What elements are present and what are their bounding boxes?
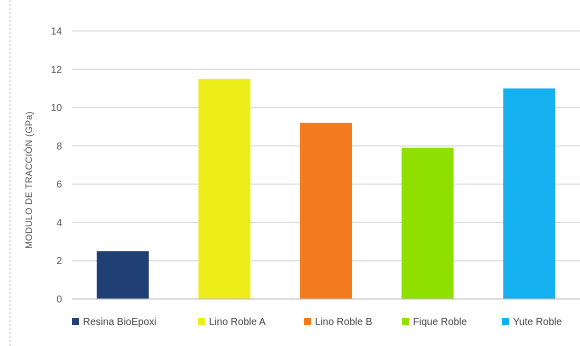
legend-label: Resina BioEpoxi [83, 317, 156, 328]
y-axis-ticks: 0 2 4 6 8 10 12 14 [51, 27, 63, 306]
bar-lino-roble-b [300, 122, 352, 299]
legend-swatch [502, 318, 509, 325]
legend: Resina BioEpoxi Lino Roble A Lino Roble B F… [72, 317, 562, 328]
legend-label: Fique Roble [413, 317, 467, 328]
legend-swatch [72, 318, 79, 325]
y-tick-label: 4 [56, 218, 62, 229]
legend-swatch [198, 318, 205, 325]
bar-lino-roble-a [198, 78, 251, 299]
bars [96, 78, 556, 299]
y-tick-label: 0 [56, 295, 62, 306]
legend-swatch [304, 318, 311, 325]
y-tick-label: 8 [56, 141, 62, 152]
bar-resina-bioepoxi [96, 251, 149, 299]
legend-label: Yute Roble [513, 317, 562, 328]
y-axis-label: MODULO DE TRACCIÓN (GPa) [24, 111, 34, 249]
y-tick-label: 14 [51, 27, 63, 38]
y-tick-label: 2 [56, 256, 62, 267]
y-tick-label: 12 [51, 65, 63, 76]
bar-fique-roble [401, 147, 454, 299]
legend-swatch [402, 318, 409, 325]
legend-label: Lino Roble B [315, 317, 373, 328]
y-tick-label: 10 [51, 103, 63, 114]
bar-yute-roble [503, 88, 556, 299]
legend-label: Lino Roble A [209, 317, 266, 328]
y-tick-label: 6 [56, 180, 62, 191]
